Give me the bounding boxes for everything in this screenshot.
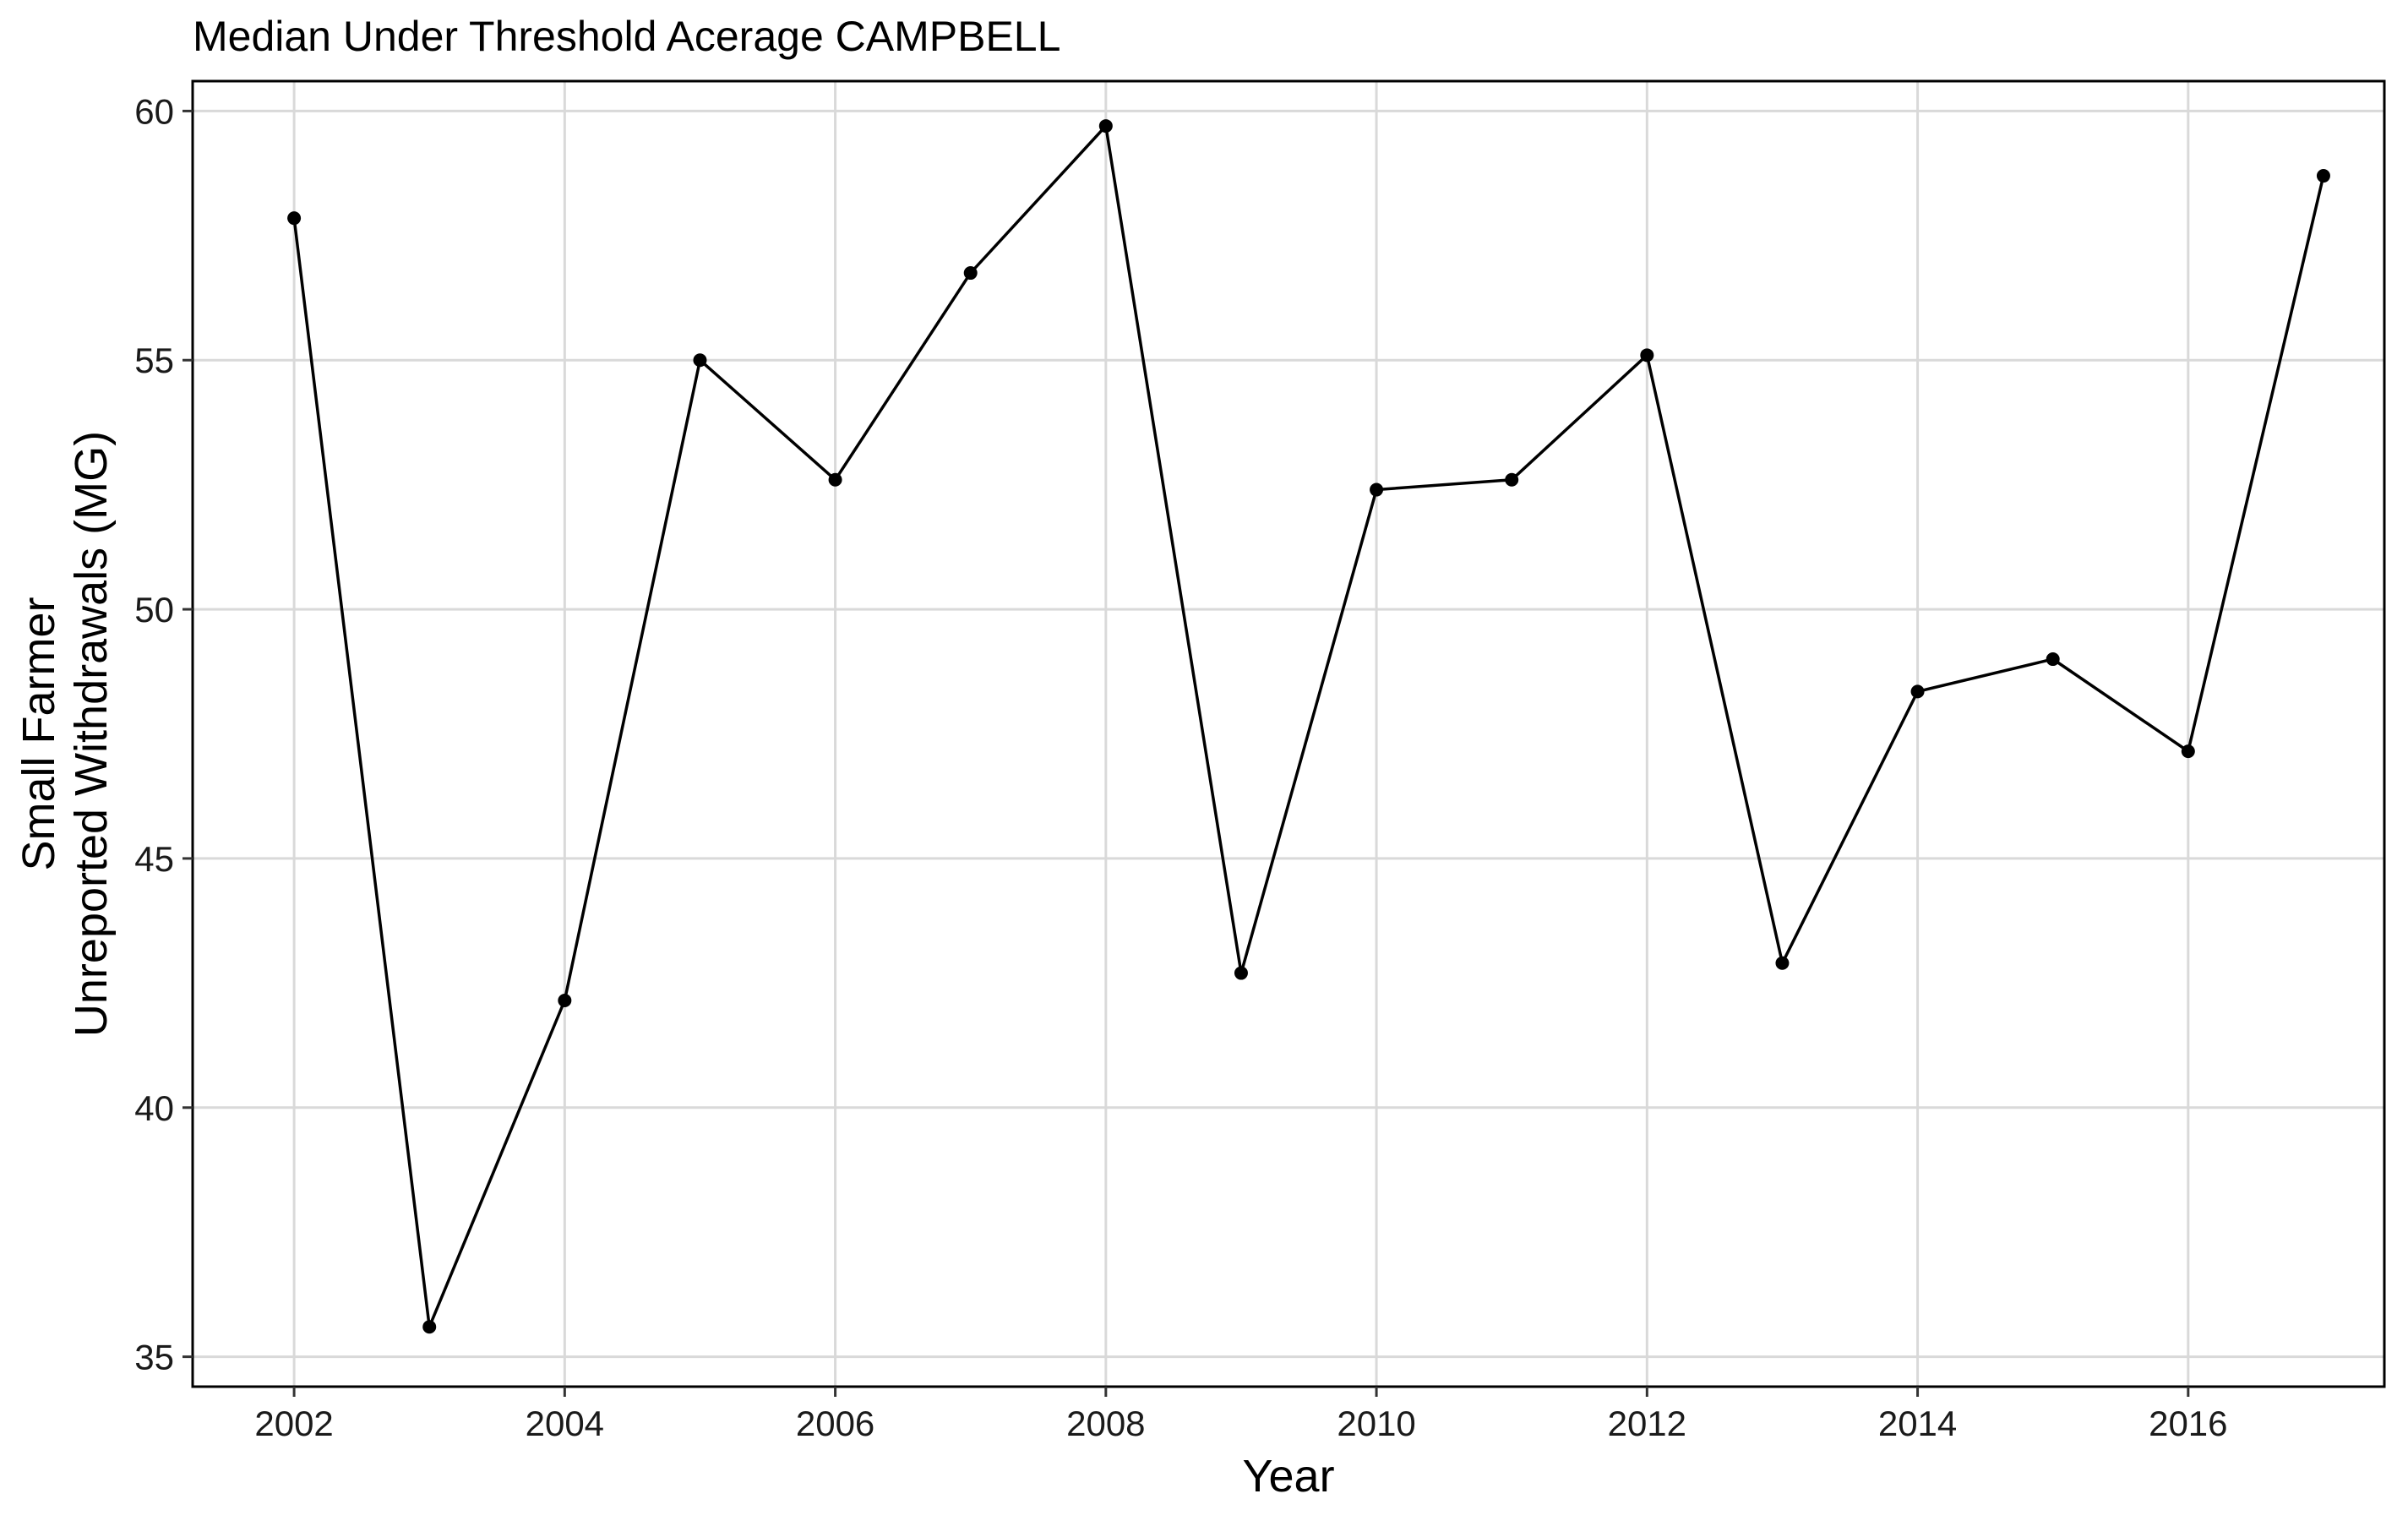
data-point [2316,169,2330,183]
y-axis-title-line: Small Farmer [14,597,64,870]
data-point [693,353,707,368]
data-point [1775,956,1790,970]
y-tick-label: 40 [134,1088,174,1128]
y-tick-label: 45 [134,839,174,879]
data-series [287,119,2330,1334]
x-axis-title: Year [1242,1451,1334,1502]
chart-title: Median Under Threshold Acerage CAMPBELL [193,13,1060,60]
x-tick-label: 2012 [1608,1404,1686,1443]
x-tick-label: 2010 [1337,1404,1415,1443]
y-axis-title-line: Unreported Withdrawals (MG) [66,431,117,1037]
data-point [1370,482,1384,497]
data-point [963,266,978,281]
y-axis-title: Small Farmer Unreported Withdrawals (MG) [14,431,117,1037]
x-tick-label: 2008 [1066,1404,1145,1443]
y-tick-label: 50 [134,590,174,630]
grid-lines [193,81,2384,1387]
data-point [1910,684,1925,699]
data-point [1234,966,1248,980]
y-tick-label: 55 [134,341,174,380]
x-tick-label: 2014 [1878,1404,1957,1443]
axis-ticks: 2002 2004 2006 2008 2010 2012 2014 2016 35 40 45 50… [134,91,2227,1443]
data-point [558,993,572,1007]
y-tick-label: 35 [134,1338,174,1377]
data-point [287,211,302,226]
x-tick-label: 2004 [526,1404,604,1443]
data-point [422,1320,437,1334]
series-line [292,124,2325,1328]
data-point [2046,652,2060,667]
x-tick-label: 2006 [796,1404,874,1443]
y-tick-label: 60 [134,91,174,131]
plot-panel-border [191,79,2386,1388]
data-point [1640,348,1654,363]
x-tick-label: 2002 [254,1404,333,1443]
data-point [2181,744,2195,759]
data-point [1098,119,1113,134]
x-tick-label: 2016 [2149,1404,2227,1443]
data-point [1505,472,1519,487]
data-point [828,472,842,487]
